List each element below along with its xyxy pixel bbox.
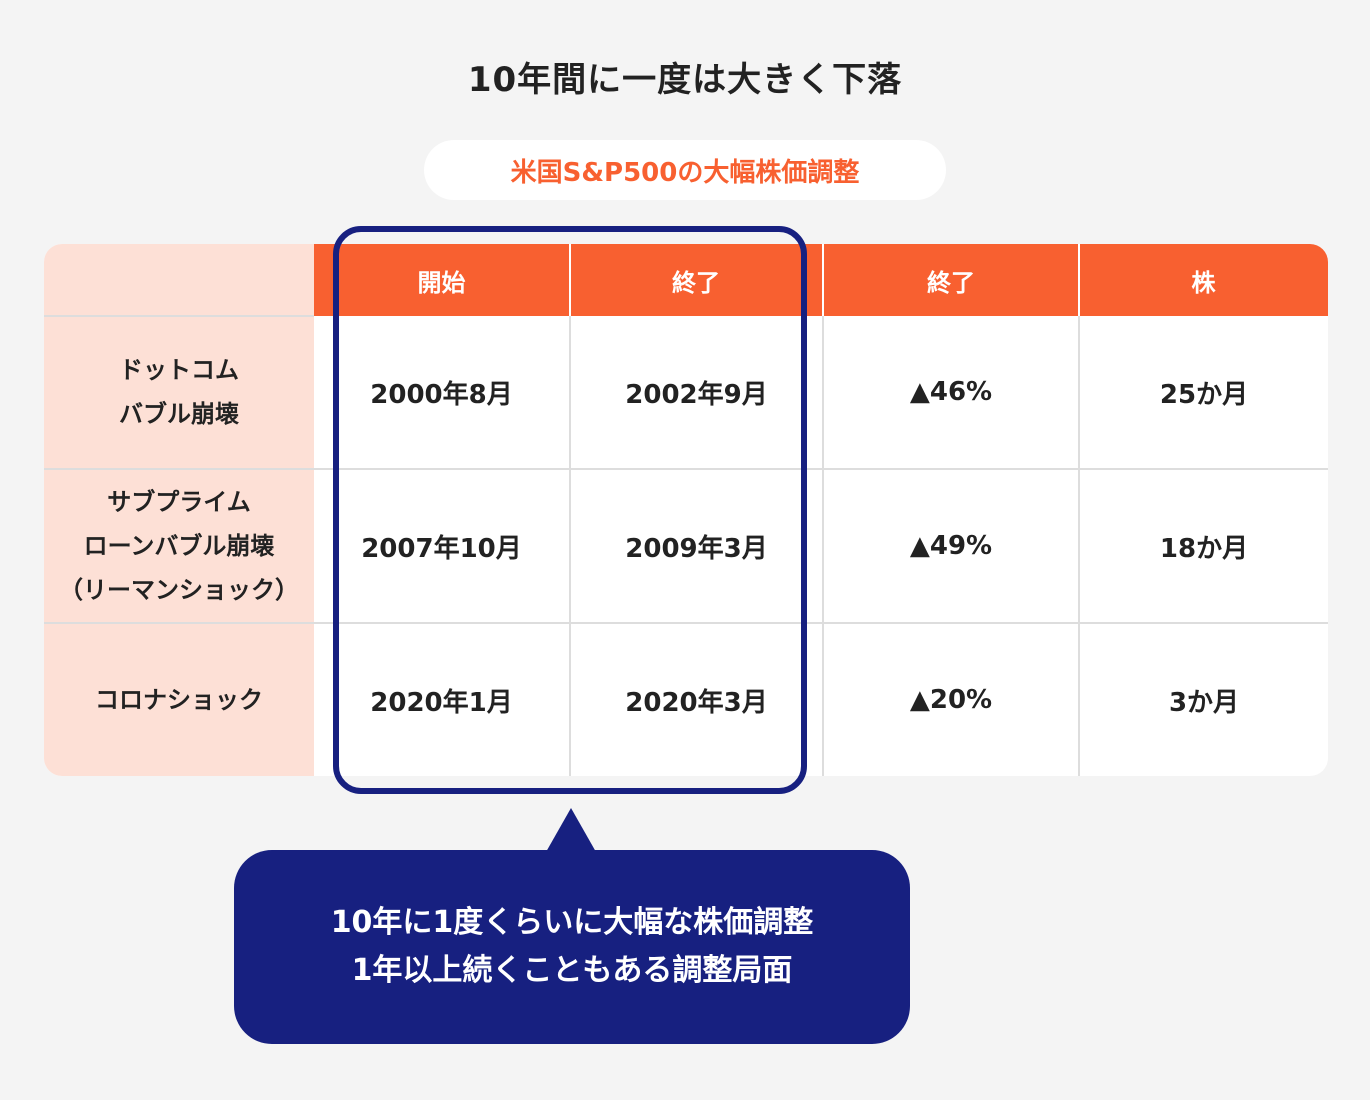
row-label-corona: コロナショック bbox=[95, 686, 263, 714]
header-decline: 終了 bbox=[927, 268, 975, 297]
column-divider bbox=[822, 316, 824, 776]
cell-duration: 18か月 bbox=[1159, 533, 1249, 564]
row-label-dotcom: ドットコム バブル崩壊 bbox=[119, 356, 239, 428]
row-header-column bbox=[44, 244, 314, 776]
page-title: 10年間に一度は大きく下落 bbox=[467, 60, 903, 100]
cell-decline: ▲46% bbox=[909, 377, 993, 407]
row-divider bbox=[44, 315, 314, 317]
callout-bubble: 10年に1度くらいに大幅な株価調整 1年以上続くこともある調整局面 bbox=[234, 850, 910, 1044]
header-divider bbox=[1078, 244, 1080, 316]
callout-line-2: 1年以上続くこともある調整局面 bbox=[351, 953, 793, 988]
header-duration: 株 bbox=[1191, 268, 1216, 297]
column-divider bbox=[569, 316, 571, 776]
header-divider bbox=[822, 244, 824, 316]
cell-end: 2020年3月 bbox=[625, 687, 768, 718]
row-label-subprime: サブプライム ローンバブル崩壊 （リーマンショック） bbox=[59, 488, 299, 604]
crash-table: 開始 終了 終了 株 ドットコム バブル崩壊 2000年8月 2002年9月 ▲… bbox=[44, 244, 1328, 776]
column-divider bbox=[1078, 316, 1080, 776]
cell-duration: 25か月 bbox=[1159, 379, 1249, 410]
header-divider bbox=[569, 244, 571, 316]
header-start: 開始 bbox=[417, 268, 466, 297]
cell-decline: ▲49% bbox=[909, 531, 993, 561]
cell-end: 2002年9月 bbox=[625, 379, 768, 410]
row-divider bbox=[44, 468, 1328, 470]
cell-decline: ▲20% bbox=[909, 685, 993, 715]
subtitle-pill: 米国S&P500の大幅株価調整 bbox=[424, 140, 946, 200]
cell-duration: 3か月 bbox=[1168, 687, 1240, 718]
cell-end: 2009年3月 bbox=[625, 533, 768, 564]
subtitle-text: 米国S&P500の大幅株価調整 bbox=[510, 157, 860, 188]
callout-pointer bbox=[546, 808, 596, 852]
cell-start: 2007年10月 bbox=[361, 533, 522, 564]
cell-start: 2020年1月 bbox=[370, 687, 513, 718]
callout-line-1: 10年に1度くらいに大幅な株価調整 bbox=[330, 905, 814, 940]
cell-start: 2000年8月 bbox=[370, 379, 513, 410]
header-row bbox=[314, 244, 1328, 316]
header-end: 終了 bbox=[672, 268, 720, 297]
highlight-frame bbox=[333, 226, 807, 794]
row-divider bbox=[44, 622, 1328, 624]
